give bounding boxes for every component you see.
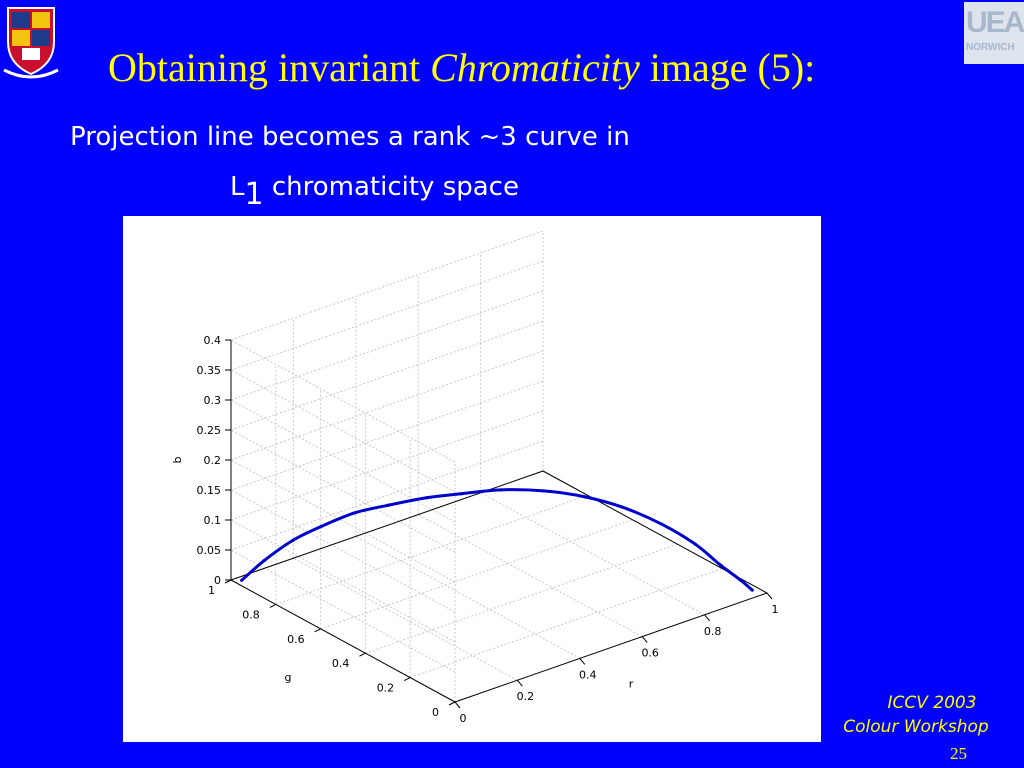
data-point bbox=[582, 495, 587, 499]
y-tick-label: 0.6 bbox=[287, 633, 305, 646]
data-point bbox=[425, 496, 429, 500]
data-point bbox=[693, 542, 697, 546]
title-prefix: Obtaining invariant bbox=[108, 45, 431, 90]
x-axis-label: r bbox=[629, 678, 634, 691]
wall-grid-line bbox=[230, 380, 544, 491]
data-point bbox=[659, 522, 663, 526]
title-italic: Chromaticity bbox=[430, 45, 640, 90]
z-tick-label: 0.25 bbox=[197, 424, 222, 437]
wall-grid-line bbox=[230, 260, 544, 371]
z-tick-label: 0.05 bbox=[197, 544, 222, 557]
x-tick bbox=[704, 614, 710, 622]
floor-grid-line bbox=[275, 494, 588, 605]
x-tick bbox=[517, 679, 523, 687]
data-point bbox=[352, 511, 356, 515]
logo-text: UEA bbox=[966, 6, 1024, 39]
floor-grid-line bbox=[480, 492, 705, 616]
wall-grid-line bbox=[230, 290, 544, 401]
y-tick bbox=[403, 677, 411, 682]
y-tick-label: 0.8 bbox=[242, 608, 259, 621]
footer-workshop: Colour Workshop bbox=[843, 717, 989, 737]
wall-grid-line bbox=[230, 549, 456, 673]
wall-grid-line bbox=[230, 230, 544, 341]
y-tick-label: 0.4 bbox=[332, 657, 350, 670]
uea-norwich-logo: UEA NORWICH bbox=[964, 2, 1024, 64]
z-tick-label: 0.15 bbox=[197, 484, 222, 497]
wall-grid-line bbox=[230, 519, 456, 643]
y-tick bbox=[359, 652, 366, 657]
box-edge bbox=[230, 470, 544, 581]
title-suffix: image (5): bbox=[639, 45, 816, 90]
subtitle-line-2: L1 chromaticity space bbox=[230, 168, 519, 212]
x-tick-label: 0.6 bbox=[641, 647, 659, 660]
footer-conference: ICCV 2003 bbox=[887, 693, 977, 713]
z-tick-label: 0.4 bbox=[204, 334, 222, 347]
subtitle-subscript: 1 bbox=[244, 177, 264, 212]
subtitle-rest: chromaticity space bbox=[263, 172, 519, 202]
y-tick-label: 0.2 bbox=[377, 682, 395, 695]
z-tick-label: 0 bbox=[214, 574, 221, 587]
x-tick-label: 0.8 bbox=[704, 625, 722, 638]
data-point bbox=[459, 492, 463, 496]
x-tick bbox=[766, 592, 773, 600]
wall-grid-line bbox=[230, 350, 544, 461]
data-point bbox=[240, 578, 244, 582]
wall-grid-line bbox=[230, 440, 544, 551]
x-tick bbox=[641, 636, 648, 643]
floor-grid-line bbox=[365, 543, 678, 654]
data-point bbox=[621, 505, 625, 509]
y-tick-label: 0 bbox=[432, 706, 439, 719]
y-axis-label: g bbox=[285, 671, 292, 684]
logo-subtext: NORWICH bbox=[966, 42, 1015, 53]
y-tick bbox=[448, 701, 456, 706]
wall-grid-line bbox=[230, 410, 544, 521]
chart-panel: 0 0.2 0.4 0.6 0.8 1 0 0.2 0.4 0.6 0.8 1 0 0.05 0.1 0.15… bbox=[123, 216, 821, 742]
chart-3d: 00.20.40.60.8100.20.40.60.8100.050.10.15… bbox=[171, 230, 779, 725]
y-axis-line bbox=[230, 579, 456, 703]
wall-grid-line bbox=[230, 369, 456, 493]
x-tick-label: 0 bbox=[460, 712, 467, 725]
y-tick bbox=[314, 628, 321, 633]
wall-grid-line bbox=[230, 399, 456, 523]
data-point bbox=[291, 538, 295, 543]
data-point bbox=[719, 563, 723, 567]
page-number: 25 bbox=[950, 744, 967, 763]
data-point bbox=[319, 525, 323, 529]
wall-grid-line bbox=[230, 459, 456, 583]
subtitle-l: L bbox=[230, 172, 245, 202]
slide-title: Obtaining invariant Chromaticity image (… bbox=[108, 44, 815, 91]
floor-grid-line bbox=[320, 519, 633, 630]
wall-grid-line bbox=[230, 320, 544, 431]
series-curve-0 bbox=[240, 488, 754, 592]
x-tick bbox=[454, 701, 461, 709]
x-tick-label: 0.2 bbox=[517, 690, 535, 703]
z-axis-label: b bbox=[171, 456, 184, 463]
data-point bbox=[499, 488, 503, 492]
wall-grid-line bbox=[230, 429, 456, 553]
floor-grid-line bbox=[410, 568, 723, 679]
z-tick-label: 0.2 bbox=[204, 454, 222, 467]
z-tick-label: 0.3 bbox=[204, 394, 222, 407]
data-point bbox=[750, 588, 754, 592]
x-axis-line bbox=[454, 592, 768, 703]
data-point bbox=[542, 489, 546, 493]
data-point bbox=[739, 578, 743, 582]
y-tick bbox=[269, 603, 277, 608]
x-tick-label: 0.4 bbox=[579, 668, 597, 681]
floor-grid-line bbox=[417, 514, 643, 638]
wall-grid-line bbox=[230, 339, 456, 463]
x-tick-label: 1 bbox=[772, 603, 779, 616]
floor-grid-line bbox=[293, 557, 518, 681]
x-tick bbox=[579, 658, 586, 665]
z-tick-label: 0.35 bbox=[197, 364, 222, 377]
wall-grid-line bbox=[230, 489, 456, 613]
floor-grid-line bbox=[355, 535, 581, 659]
y-tick-label: 1 bbox=[208, 584, 215, 597]
subtitle-line-1: Projection line becomes a rank ~3 curve … bbox=[70, 122, 630, 152]
z-tick-label: 0.1 bbox=[204, 514, 222, 527]
data-point bbox=[262, 558, 267, 562]
university-crest-logo bbox=[2, 2, 60, 82]
data-point bbox=[386, 503, 390, 507]
